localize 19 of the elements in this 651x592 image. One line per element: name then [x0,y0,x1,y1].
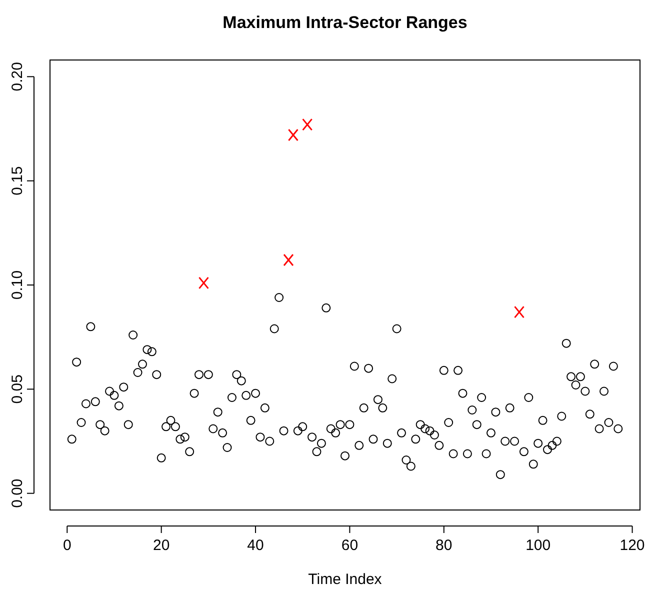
x-tick-label: 80 [436,537,452,554]
x-axis-title: Time Index [308,571,382,588]
point [198,276,209,290]
y-tick-label: 0.00 [9,478,26,508]
x-tick-label: 20 [152,537,170,554]
x-tick-label: 120 [620,537,645,554]
point [288,128,298,142]
point [514,306,524,318]
point [302,118,313,131]
chart-title: Maximum Intra-Sector Ranges [222,13,468,32]
x-tick-label: 40 [247,537,264,554]
y-tick-label: 0.15 [9,166,26,196]
x-tick-label: 0 [62,537,72,554]
point [283,254,294,266]
y-tick-label: 0.10 [9,270,26,300]
x-tick-label: 100 [526,537,551,554]
y-tick-label: 0.20 [9,62,26,92]
y-tick-label: 0.05 [9,374,26,404]
x-tick-label: 60 [341,537,358,554]
